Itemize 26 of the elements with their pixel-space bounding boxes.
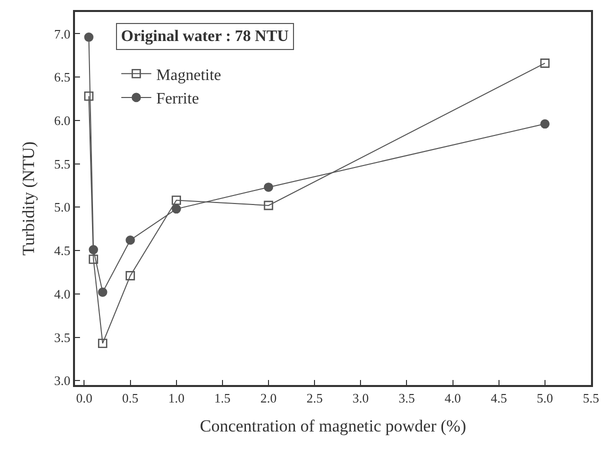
y-tick-label: 4.5 [54,243,70,258]
y-tick-label: 3.5 [54,330,70,345]
x-tick-label: 2.0 [260,390,277,406]
x-tick-label: 3.0 [352,390,369,406]
y-tick-label: 7.0 [54,26,70,42]
y-tick-label: 6.0 [54,112,70,128]
x-tick-label: 2.5 [306,390,323,406]
x-tick-label: 1.0 [168,390,184,406]
x-tick-label: 0.5 [122,390,138,406]
y-tick-label: 5.0 [54,200,70,215]
y-tick-label: 3.0 [54,373,70,388]
x-tick-label: 3.5 [398,390,415,406]
x-tick-label: 0.0 [76,390,92,406]
x-tick-label: 1.5 [214,390,231,406]
x-tick-label: 5.0 [536,390,554,406]
y-tick-label: 6.5 [54,70,70,85]
y-axis-title: Turbidity (NTU) [19,141,38,256]
y-tick-label: 4.0 [54,286,70,302]
legend-label: Ferrite [156,90,199,108]
x-tick-label: 4.0 [444,390,461,406]
x-tick-label: 4.5 [490,390,507,406]
x-axis-title: Concentration of magnetic powder (%) [200,416,466,436]
y-tick-label: 5.5 [54,156,70,172]
x-tick-label: 5.5 [582,390,600,406]
legend-label: Magnetite [156,66,222,84]
annotation: Original water : 78 NTU [121,28,290,45]
